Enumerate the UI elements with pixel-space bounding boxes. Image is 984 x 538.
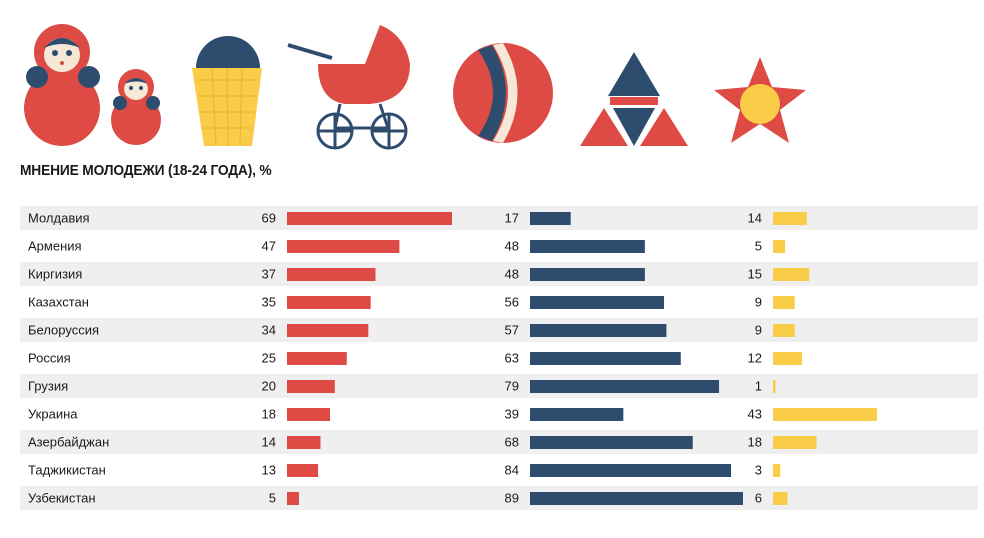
value-label: 14: [262, 435, 276, 450]
bar: [773, 324, 795, 337]
value-label: 9: [755, 323, 762, 338]
value-label: 39: [505, 407, 519, 422]
row-label: Узбекистан: [28, 491, 96, 506]
bar: [773, 352, 803, 365]
value-label: 57: [505, 323, 519, 338]
bar: [530, 380, 720, 393]
chart-title: МНЕНИЕ МОЛОДЕЖИ (18-24 ГОДА), %: [20, 162, 272, 179]
value-label: 48: [505, 267, 519, 282]
bar: [287, 380, 335, 393]
bar: [773, 212, 807, 225]
row-stripe: [20, 374, 978, 398]
value-label: 69: [262, 211, 276, 226]
value-label: 68: [505, 435, 519, 450]
value-label: 63: [505, 351, 519, 366]
row-stripe: [20, 318, 978, 342]
baby-stroller-icon: [287, 25, 410, 150]
value-label: 18: [748, 435, 762, 450]
value-label: 18: [262, 407, 276, 422]
icons-row: [24, 24, 806, 150]
bar: [530, 464, 732, 477]
value-label: 35: [262, 295, 276, 310]
value-label: 5: [269, 491, 276, 506]
value-label: 5: [755, 239, 762, 254]
value-label: 84: [505, 463, 519, 478]
value-label: 89: [505, 491, 519, 506]
row-label: Таджикистан: [28, 463, 106, 478]
row-label: Россия: [28, 351, 71, 366]
bar: [530, 240, 645, 253]
bar: [773, 240, 786, 253]
value-label: 37: [262, 267, 276, 282]
bar: [287, 464, 319, 477]
value-label: 56: [505, 295, 519, 310]
value-label: 25: [262, 351, 276, 366]
value-label: 47: [262, 239, 276, 254]
row-label: Украина: [28, 407, 78, 422]
value-label: 17: [505, 211, 519, 226]
value-label: 13: [262, 463, 276, 478]
row-label: Армения: [28, 239, 82, 254]
ice-cream-cone-icon: [192, 36, 262, 147]
row-label: Грузия: [28, 379, 68, 394]
bar: [287, 212, 452, 225]
bar: [773, 492, 788, 505]
bar: [530, 492, 743, 505]
bar: [530, 296, 665, 309]
bar: [530, 408, 624, 421]
triangle-emblem-icon: [580, 52, 688, 146]
row-label: Казахстан: [28, 295, 89, 310]
bar: [773, 296, 795, 309]
bar: [530, 268, 645, 281]
value-label: 20: [262, 379, 276, 394]
matryoshka-dolls-icon: [24, 24, 161, 146]
row-stripe: [20, 430, 978, 454]
bar: [530, 324, 667, 337]
row-label: Молдавия: [28, 211, 90, 226]
value-label: 12: [748, 351, 762, 366]
bar: [287, 352, 347, 365]
bar: [287, 324, 369, 337]
bar: [287, 408, 331, 421]
bar: [287, 296, 371, 309]
bar: [773, 436, 817, 449]
value-label: 14: [748, 211, 762, 226]
value-label: 79: [505, 379, 519, 394]
value-label: 6: [755, 491, 762, 506]
value-label: 48: [505, 239, 519, 254]
row-stripe: [20, 486, 978, 510]
star-emblem-icon: [714, 57, 806, 143]
row-label: Киргизия: [28, 267, 82, 282]
value-label: 43: [748, 407, 762, 422]
value-label: 9: [755, 295, 762, 310]
bar: [287, 240, 400, 253]
bar: [287, 436, 321, 449]
value-label: 34: [262, 323, 276, 338]
bar: [773, 408, 877, 421]
row-stripe: [20, 262, 978, 286]
value-label: 3: [755, 463, 762, 478]
bar: [530, 436, 693, 449]
value-label: 1: [755, 379, 762, 394]
bar: [530, 352, 681, 365]
row-label: Азербайджан: [28, 435, 109, 450]
row-label: Белоруссия: [28, 323, 99, 338]
bar: [773, 464, 781, 477]
row-stripe: [20, 206, 978, 230]
bar: [773, 268, 810, 281]
bar: [287, 492, 299, 505]
bar: [773, 380, 776, 393]
bar: [287, 268, 376, 281]
ball-icon: [453, 43, 553, 143]
bar: [530, 212, 571, 225]
value-label: 15: [748, 267, 762, 282]
